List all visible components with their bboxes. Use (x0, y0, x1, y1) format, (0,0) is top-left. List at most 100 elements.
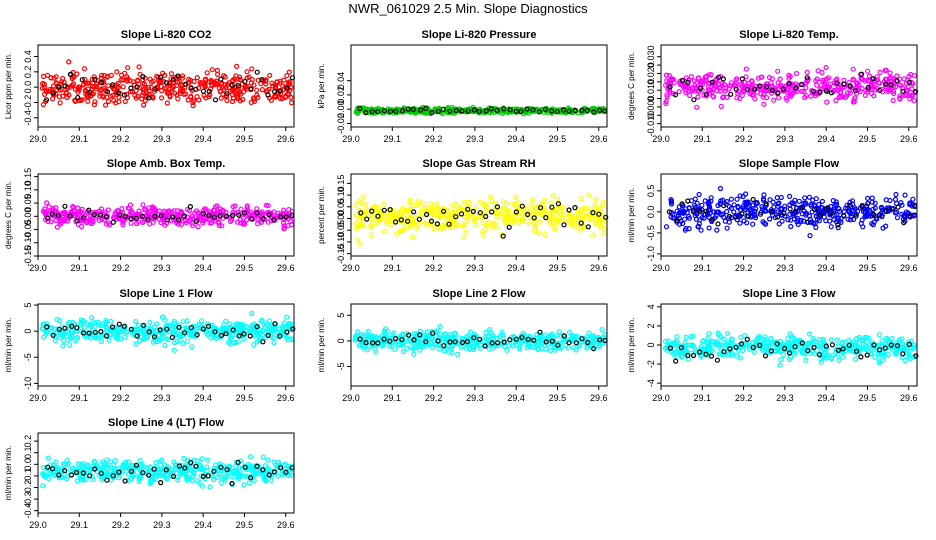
data-point (844, 90, 851, 96)
data-point (251, 213, 257, 219)
data-point (885, 81, 892, 88)
reference-point (762, 353, 769, 359)
reference-point (434, 221, 440, 227)
data-point (425, 106, 431, 112)
data-point (662, 338, 669, 344)
reference-point (358, 210, 364, 216)
y-tick-label: -0.1 (23, 468, 33, 484)
reference-point (823, 205, 830, 212)
data-point (241, 324, 247, 330)
data-point (774, 195, 780, 201)
y-tick-label: 0.10 (23, 181, 33, 199)
data-point (231, 474, 237, 480)
data-point (45, 455, 51, 461)
data-point (597, 224, 604, 230)
data-point (203, 207, 209, 213)
data-point (41, 472, 47, 478)
x-tick-label: 29.2 (425, 263, 443, 273)
x-tick-label: 29.2 (425, 134, 443, 144)
reference-point (200, 326, 206, 332)
reference-point (248, 86, 254, 92)
reference-point (62, 203, 68, 209)
reference-point (92, 329, 98, 335)
data-point (289, 99, 295, 106)
data-point (893, 191, 899, 198)
data-point (181, 455, 187, 461)
data-point (95, 319, 101, 325)
reference-point (697, 349, 703, 355)
data-point (84, 80, 90, 86)
data-point (762, 221, 769, 227)
reference-point (483, 213, 489, 220)
data-point (278, 328, 285, 334)
data-point (700, 338, 707, 344)
data-point (724, 209, 730, 215)
data-point (426, 205, 432, 211)
data-point (174, 82, 180, 89)
data-point (128, 476, 134, 482)
data-point (409, 215, 415, 221)
data-point (53, 205, 59, 211)
data-point (423, 220, 429, 226)
data-point (98, 339, 105, 345)
data-point (784, 336, 791, 342)
reference-point (375, 108, 381, 115)
data-point (842, 95, 849, 101)
data-point (590, 232, 596, 238)
x-tick-label: 29.3 (153, 134, 171, 144)
data-point (670, 215, 676, 221)
data-point (380, 341, 386, 347)
data-point (536, 338, 542, 344)
data-point (209, 67, 215, 73)
data-point (886, 205, 893, 211)
data-point (235, 94, 241, 100)
data-point (400, 349, 406, 355)
reference-point (554, 109, 560, 115)
data-point (233, 339, 239, 346)
x-tick-label: 29.6 (277, 520, 295, 530)
x-tick-label: 29.3 (466, 134, 484, 144)
reference-point (679, 201, 685, 207)
data-point (180, 340, 186, 347)
reference-point (241, 210, 247, 216)
y-tick-label: 0.15 (23, 168, 33, 186)
data-point (254, 87, 260, 93)
data-point (823, 218, 829, 224)
reference-point (537, 329, 543, 335)
data-point (547, 347, 554, 354)
data-point (236, 328, 242, 334)
data-point (244, 69, 250, 75)
data-point (524, 345, 530, 351)
y-tick-label: 0.00 (23, 208, 33, 226)
data-point (500, 198, 506, 204)
data-point (728, 352, 735, 358)
data-point (194, 74, 200, 81)
data-point (731, 209, 737, 215)
reference-point (888, 82, 894, 88)
data-point (71, 204, 77, 210)
plot-frame (660, 173, 918, 257)
data-point (569, 334, 575, 340)
data-point (823, 64, 829, 71)
x-tick-label: 29.3 (466, 263, 484, 273)
x-tick-label: 29.5 (236, 520, 254, 530)
y-tick-label: 0 (23, 329, 33, 334)
data-point (887, 197, 893, 204)
data-point (580, 212, 586, 218)
reference-point (590, 210, 596, 216)
data-point (720, 211, 726, 217)
data-point (457, 205, 463, 211)
data-point (471, 216, 477, 222)
data-point (389, 213, 395, 219)
data-point (72, 97, 78, 103)
data-point (207, 327, 213, 333)
y-axis-label: ml/min per min. (627, 318, 636, 373)
x-tick-label: 29.1 (694, 134, 712, 144)
data-point (419, 209, 425, 215)
data-point (254, 92, 260, 98)
reference-point (435, 338, 441, 344)
data-point (870, 222, 876, 228)
data-point (404, 345, 410, 351)
data-point (712, 341, 718, 347)
data-point (141, 86, 147, 92)
